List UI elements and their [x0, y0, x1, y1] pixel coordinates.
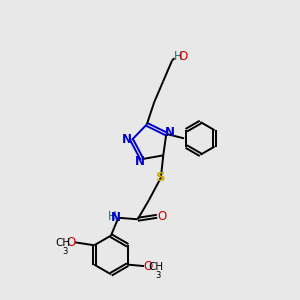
Text: 3: 3	[62, 247, 68, 256]
Text: O: O	[158, 210, 167, 223]
Text: S: S	[156, 171, 166, 184]
Text: O: O	[66, 236, 75, 249]
Text: O: O	[144, 260, 153, 273]
Text: N: N	[111, 211, 121, 224]
Text: CH: CH	[56, 238, 70, 248]
Text: CH: CH	[148, 262, 164, 272]
Text: N: N	[134, 155, 145, 168]
Text: N: N	[122, 133, 132, 146]
Text: 3: 3	[155, 271, 160, 280]
Text: N: N	[165, 126, 175, 139]
Text: H: H	[107, 210, 116, 223]
Text: O: O	[178, 50, 188, 64]
Text: H: H	[174, 50, 182, 64]
